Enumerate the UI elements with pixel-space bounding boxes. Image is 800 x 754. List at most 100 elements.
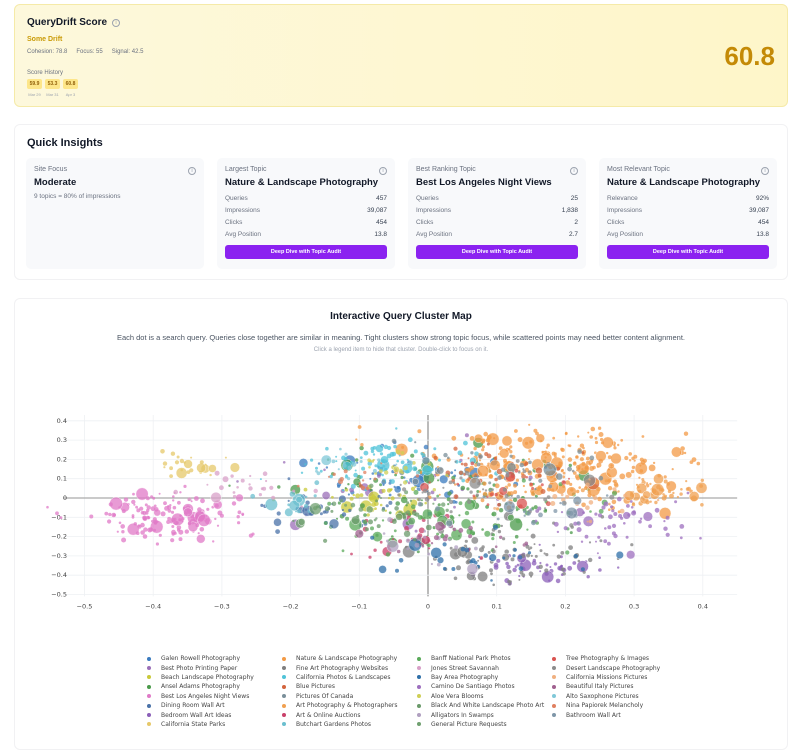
topic-audit-button[interactable]: Deep Dive with Topic Audit [225, 245, 387, 259]
legend-item[interactable]: Beach Landscape Photography [147, 673, 282, 682]
info-icon[interactable]: i [570, 167, 578, 175]
history-value: 60.8 [63, 79, 78, 89]
legend-label: Butchart Gardens Photos [296, 720, 372, 728]
legend-item[interactable]: Dining Room Wall Art [147, 701, 282, 710]
legend-label: Tree Photography & Images [566, 655, 650, 663]
info-icon[interactable]: i [761, 167, 769, 175]
legend-item[interactable]: Aloe Vera Blooms [417, 692, 552, 701]
legend-item[interactable]: Desert Landscape Photography [552, 663, 687, 672]
legend-item[interactable]: Tree Photography & Images [552, 654, 687, 663]
site-focus-card: Site Focus i Moderate 9 topics = 80% of … [26, 158, 204, 269]
legend-item[interactable]: Beautiful Italy Pictures [552, 682, 687, 691]
topic-audit-button[interactable]: Deep Dive with Topic Audit [416, 245, 578, 259]
history-date: Mar 29 [28, 92, 41, 97]
svg-text:−0.1: −0.1 [51, 513, 67, 521]
legend-marker-icon [147, 675, 151, 680]
legend-label: Fine Art Photography Websites [296, 664, 389, 672]
legend-label: Pictures Of Canada [296, 692, 354, 700]
legend-item[interactable]: Galen Rowell Photography [147, 654, 282, 663]
history-item: 60.8 Apr 3 [63, 79, 78, 97]
legend-item[interactable]: Jones Street Savannah [417, 663, 552, 672]
legend-marker-icon [417, 666, 421, 671]
legend-item[interactable]: Art Photography & Photographers [282, 701, 417, 710]
legend-item[interactable]: Blue Pictures [282, 682, 417, 691]
legend-label: Art & Online Auctions [296, 711, 361, 719]
legend-item[interactable]: Nina Papiorek Melancholy [552, 701, 687, 710]
legend-label: Aloe Vera Blooms [431, 692, 484, 700]
score-history: 59.9 Mar 29 53.3 Mar 31 60.8 Apr 3 [27, 79, 78, 97]
legend-item[interactable]: Pictures Of Canada [282, 692, 417, 701]
legend-item[interactable]: Alligators In Swamps [417, 710, 552, 719]
svg-text:0.3: 0.3 [629, 603, 639, 611]
query-cluster-map-panel: Interactive Query Cluster Map Each dot i… [14, 298, 788, 750]
legend-item[interactable]: California Photos & Landscapes [282, 673, 417, 682]
map-title: Interactive Query Cluster Map [330, 311, 472, 322]
legend-item[interactable]: Bathroom Wall Art [552, 710, 687, 719]
svg-text:0.4: 0.4 [57, 417, 67, 425]
score-title: QueryDrift Score i [27, 17, 121, 28]
legend-item[interactable]: Camino De Santiago Photos [417, 682, 552, 691]
svg-text:0.4: 0.4 [698, 603, 708, 611]
stat-row: Impressions 39,087 [607, 206, 769, 214]
card-label: Best Ranking Topic [416, 166, 476, 173]
legend-label: Desert Landscape Photography [566, 664, 661, 672]
signal-metric: Signal: 42.5 [111, 49, 144, 55]
stat-row: Clicks 454 [225, 218, 387, 226]
legend-column: Nature & Landscape Photography Fine Art P… [282, 654, 417, 729]
stat-row: Queries 25 [416, 194, 578, 202]
legend-marker-icon [552, 713, 556, 718]
legend-marker-icon [282, 722, 286, 727]
legend-item[interactable]: General Picture Requests [417, 720, 552, 729]
legend-label: Jones Street Savannah [431, 664, 499, 672]
info-icon[interactable]: i [379, 167, 387, 175]
legend-marker-icon [552, 684, 556, 689]
legend-item[interactable]: Nature & Landscape Photography [282, 654, 417, 663]
legend-item[interactable]: Banff National Park Photos [417, 654, 552, 663]
history-date: Mar 31 [46, 92, 59, 97]
svg-text:−0.5: −0.5 [51, 591, 67, 599]
card-title: Nature & Landscape Photography [225, 177, 379, 188]
legend-column: Tree Photography & Images Desert Landscap… [552, 654, 687, 729]
legend-marker-icon [147, 722, 151, 727]
legend-marker-icon [552, 666, 556, 671]
svg-text:−0.3: −0.3 [214, 603, 230, 611]
legend-label: Bedroom Wall Art Ideas [161, 711, 232, 719]
svg-text:−0.5: −0.5 [77, 603, 93, 611]
legend-item[interactable]: Ansel Adams Photography [147, 682, 282, 691]
legend-item[interactable]: California Missions Pictures [552, 673, 687, 682]
history-value: 59.9 [27, 79, 42, 89]
legend-item[interactable]: Bay Area Photography [417, 673, 552, 682]
score-history-label: Score History [27, 70, 64, 76]
legend-marker-icon [147, 656, 151, 661]
legend-label: General Picture Requests [431, 720, 507, 728]
legend-item[interactable]: Best Los Angeles Night Views [147, 692, 282, 701]
legend-item[interactable]: Fine Art Photography Websites [282, 663, 417, 672]
info-icon[interactable]: i [112, 18, 121, 27]
cohesion-metric: Cohesion: 78.8 [27, 49, 68, 55]
legend-label: Beach Landscape Photography [161, 673, 254, 681]
topic-audit-button[interactable]: Deep Dive with Topic Audit [607, 245, 769, 259]
card-title: Nature & Landscape Photography [607, 177, 761, 188]
legend-marker-icon [417, 675, 421, 680]
legend-marker-icon [147, 684, 151, 689]
legend-label: Bathroom Wall Art [566, 711, 621, 719]
map-description: Each dot is a search query. Queries clos… [116, 333, 686, 342]
legend-item[interactable]: Black And White Landscape Photo Art [417, 701, 552, 710]
legend-item[interactable]: Alto Saxophone Pictures [552, 692, 687, 701]
legend-label: Best Los Angeles Night Views [161, 692, 250, 700]
legend-item[interactable]: Bedroom Wall Art Ideas [147, 710, 282, 719]
legend-item[interactable]: Best Photo Printing Paper [147, 663, 282, 672]
legend-item[interactable]: California State Parks [147, 720, 282, 729]
legend-marker-icon [282, 675, 286, 680]
legend-marker-icon [417, 703, 421, 708]
data-points[interactable] [46, 423, 708, 587]
info-icon[interactable]: i [188, 167, 196, 175]
legend-item[interactable]: Art & Online Auctions [282, 710, 417, 719]
legend-item[interactable]: Butchart Gardens Photos [282, 720, 417, 729]
legend-marker-icon [552, 675, 556, 680]
best-ranking-topic-card: Best Ranking Topic i Best Los Angeles Ni… [408, 158, 586, 269]
legend-label: Blue Pictures [296, 683, 335, 691]
svg-text:0: 0 [426, 603, 430, 611]
legend-marker-icon [147, 703, 151, 708]
scatter-plot[interactable]: −0.5 −0.4 −0.3 −0.2 −0.1 0 0.1 0.2 0.3 0.4 0.4 0.3 0… [15, 299, 789, 751]
